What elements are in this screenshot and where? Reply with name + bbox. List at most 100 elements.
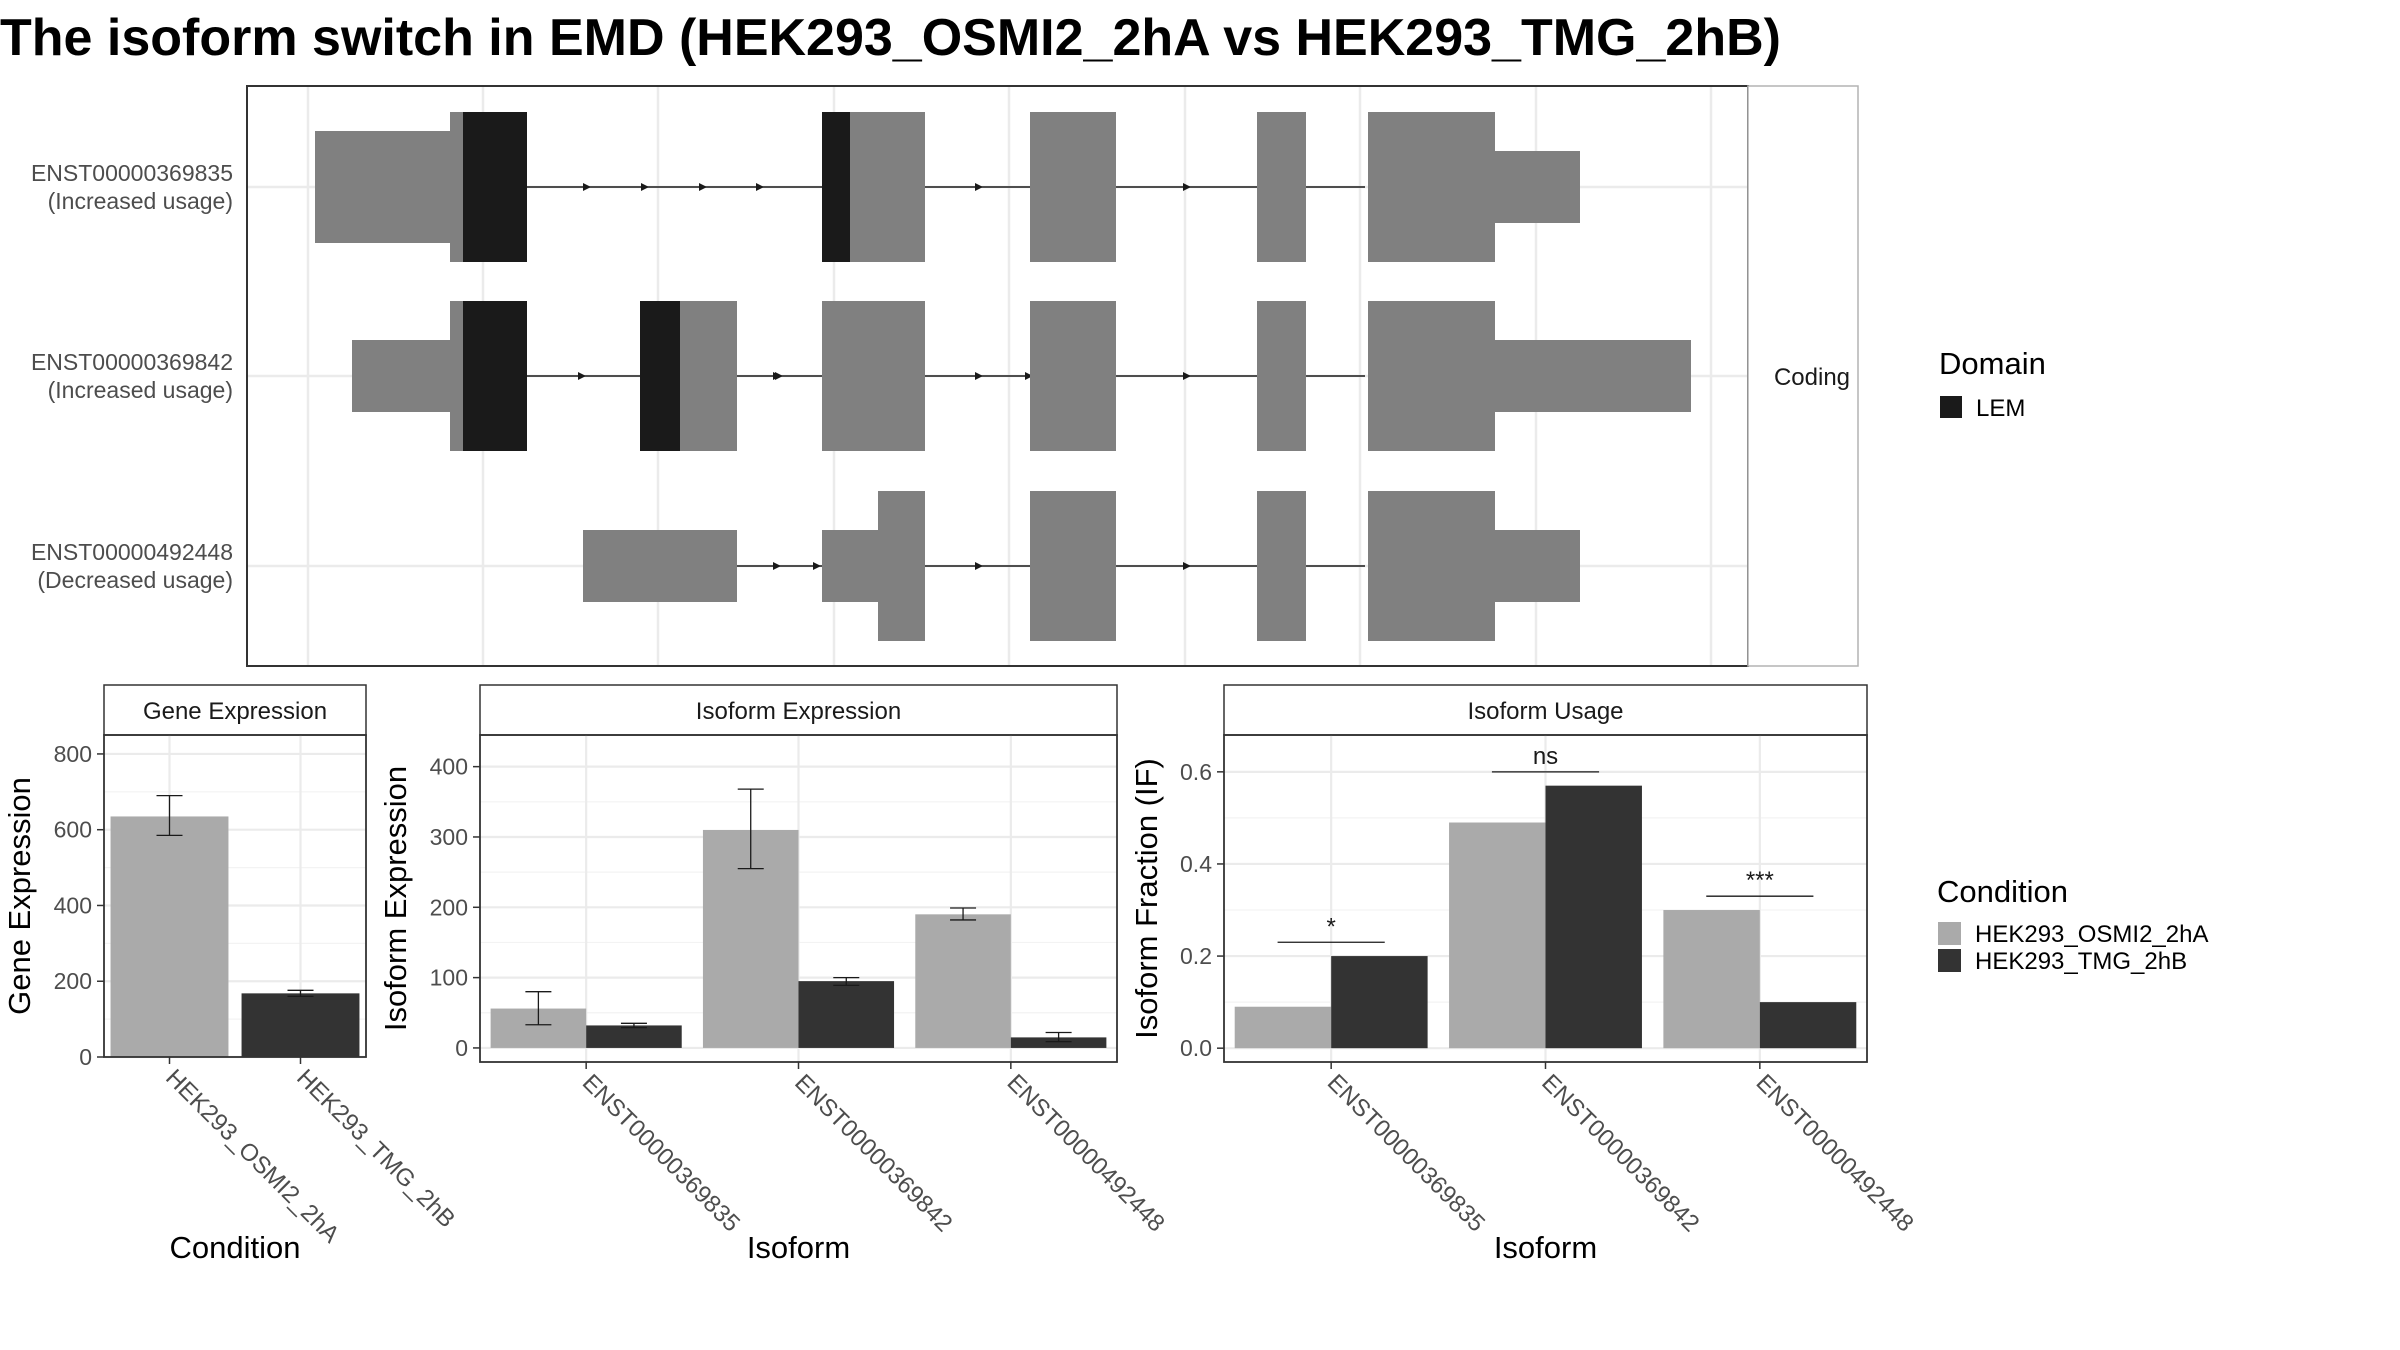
bar	[1449, 822, 1546, 1049]
significance-label: *	[1326, 913, 1335, 940]
intron-direction-arrow	[699, 183, 707, 191]
lem-domain-block	[822, 112, 850, 262]
exon-block	[850, 112, 870, 262]
x-axis-title: Isoform	[747, 1230, 850, 1265]
x-tick-label: ENST00000492448	[1751, 1069, 1919, 1237]
condition-legend-label: HEK293_TMG_2hB	[1975, 948, 2187, 975]
intron-direction-arrow	[975, 372, 983, 380]
exon-block	[1257, 301, 1306, 451]
bar	[798, 981, 895, 1048]
exon-block	[878, 491, 925, 641]
structure-facet-strip	[1747, 85, 1859, 667]
lem-domain-block	[463, 301, 527, 451]
y-tick-label: 800	[54, 741, 92, 767]
intron-direction-arrow	[813, 562, 821, 570]
bar	[110, 816, 229, 1057]
condition-legend-label: HEK293_OSMI2_2hA	[1975, 921, 2208, 948]
exon-block	[1257, 491, 1306, 641]
x-tick-label: ENST00000369842	[789, 1069, 957, 1237]
isoform-row-label: ENST00000369835	[31, 160, 233, 186]
intron-direction-arrow	[583, 183, 591, 191]
bar	[915, 914, 1011, 1048]
bar	[1234, 1006, 1332, 1049]
domain-legend-title: Domain	[1939, 346, 2046, 381]
y-tick-label: 600	[54, 817, 92, 843]
bar	[1331, 956, 1428, 1049]
structure-facet-label: Coding	[1774, 364, 1850, 391]
x-axis-title: Isoform	[1494, 1230, 1597, 1265]
isoform-usage-status: (Increased usage)	[48, 188, 233, 214]
significance-label: ***	[1746, 867, 1774, 894]
y-axis-title: Gene Expression	[2, 777, 37, 1015]
panel-strip-title: Isoform Expression	[696, 698, 901, 725]
exon-block	[315, 131, 450, 243]
lem-domain-block	[640, 301, 680, 451]
exon-block	[450, 112, 463, 262]
exon-block	[1495, 151, 1580, 223]
intron-direction-arrow	[1025, 372, 1033, 380]
exon-block	[450, 301, 463, 451]
chart-title: The isoform switch in EMD (HEK293_OSMI2_…	[0, 9, 1781, 67]
isoform-usage-status: (Increased usage)	[48, 377, 233, 403]
intron-direction-arrow	[775, 372, 783, 380]
panel-strip-title: Isoform Usage	[1467, 698, 1623, 725]
y-tick-label: 0.2	[1180, 943, 1212, 969]
x-tick-label: ENST00000369835	[577, 1069, 745, 1237]
exon-block	[870, 112, 925, 262]
isoform-usage-status: (Decreased usage)	[37, 567, 233, 593]
y-tick-label: 200	[430, 894, 468, 920]
intron-direction-arrow	[773, 562, 781, 570]
exon-block	[1368, 491, 1495, 641]
panel-strip	[1223, 684, 1868, 736]
bar	[1010, 1037, 1107, 1048]
intron-direction-arrow	[975, 562, 983, 570]
lem-domain-block	[463, 112, 527, 262]
domain-legend-label: LEM	[1976, 395, 2025, 422]
isoform-row-label: ENST00000369842	[31, 349, 233, 375]
x-tick-label: ENST00000369842	[1536, 1069, 1704, 1237]
y-axis-title: Isoform Expression	[378, 766, 413, 1031]
x-tick-label: ENST00000369835	[1322, 1069, 1490, 1237]
isoform-row-label: ENST00000492448	[31, 539, 233, 565]
exon-block	[680, 301, 737, 451]
y-tick-label: 300	[430, 824, 468, 850]
y-tick-label: 0	[79, 1044, 92, 1070]
y-tick-label: 400	[54, 892, 92, 918]
y-tick-label: 0	[455, 1035, 468, 1061]
y-tick-label: 400	[430, 754, 468, 780]
bar	[241, 993, 360, 1057]
panel-strip	[103, 684, 367, 736]
intron-direction-arrow	[641, 183, 649, 191]
bar	[1545, 785, 1642, 1049]
y-tick-label: 200	[54, 968, 92, 994]
exon-block	[1495, 530, 1580, 602]
x-tick-label: ENST00000492448	[1002, 1069, 1170, 1237]
intron-direction-arrow	[578, 372, 586, 380]
exon-block	[1495, 340, 1691, 412]
condition-legend-title: Condition	[1937, 874, 2068, 909]
panel-border	[103, 734, 367, 1058]
exon-block	[352, 340, 450, 412]
y-tick-label: 0.0	[1180, 1035, 1212, 1061]
y-tick-label: 0.4	[1180, 851, 1212, 877]
exon-block	[1030, 491, 1116, 641]
panel-strip-title: Gene Expression	[143, 698, 327, 725]
bar	[1759, 1002, 1857, 1049]
y-axis-title: Isoform Fraction (IF)	[1129, 758, 1164, 1039]
exon-block	[1030, 301, 1116, 451]
bar	[586, 1025, 682, 1048]
exon-block	[1368, 112, 1495, 262]
intron-direction-arrow	[1183, 183, 1191, 191]
exon-block	[822, 530, 878, 602]
condition-legend-swatch	[1938, 922, 1961, 945]
significance-label: ns	[1533, 743, 1558, 770]
condition-legend-swatch	[1938, 949, 1961, 972]
exon-block	[1257, 112, 1306, 262]
intron-direction-arrow	[1183, 372, 1191, 380]
exon-block	[1368, 301, 1495, 451]
x-axis-title: Condition	[170, 1230, 301, 1265]
intron-direction-arrow	[1183, 562, 1191, 570]
y-tick-label: 100	[430, 965, 468, 991]
domain-legend-swatch	[1940, 396, 1962, 418]
exon-block	[1030, 112, 1116, 262]
